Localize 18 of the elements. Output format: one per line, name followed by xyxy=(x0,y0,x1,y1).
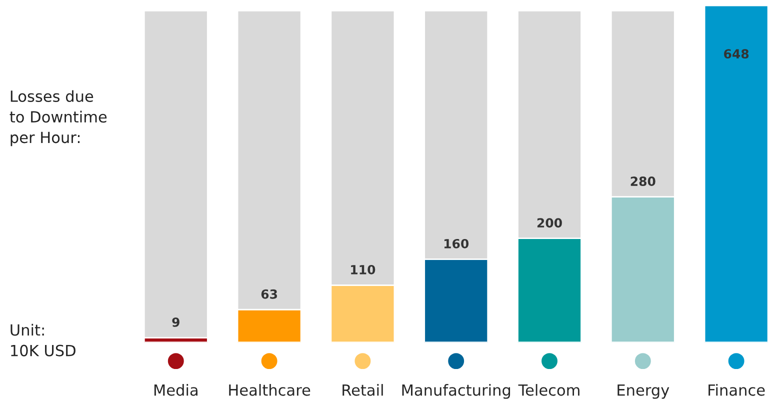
data-label: 160 xyxy=(444,238,469,248)
x-tick-label: Telecom xyxy=(518,384,580,396)
text: Losses due to Downtime per Hour: xyxy=(10,90,107,146)
data-label: 110 xyxy=(351,264,376,274)
data-label: 280 xyxy=(630,176,656,186)
x-tick-label: Retail xyxy=(342,384,383,396)
data-label: 200 xyxy=(537,218,562,228)
bar xyxy=(704,4,769,342)
text: Unit: 10K USD xyxy=(10,324,76,356)
x-tick-label: Energy xyxy=(618,384,670,399)
bar xyxy=(143,10,208,338)
data-label: 648 xyxy=(724,49,749,59)
x-tick-label: Finance xyxy=(708,384,765,396)
data-label: 63 xyxy=(261,289,277,299)
x-tick-label: Media xyxy=(154,384,198,396)
data-label: 9 xyxy=(172,317,180,327)
x-tick-label: Manufacturing xyxy=(402,384,510,399)
x-tick-label: Healthcare xyxy=(229,384,310,396)
